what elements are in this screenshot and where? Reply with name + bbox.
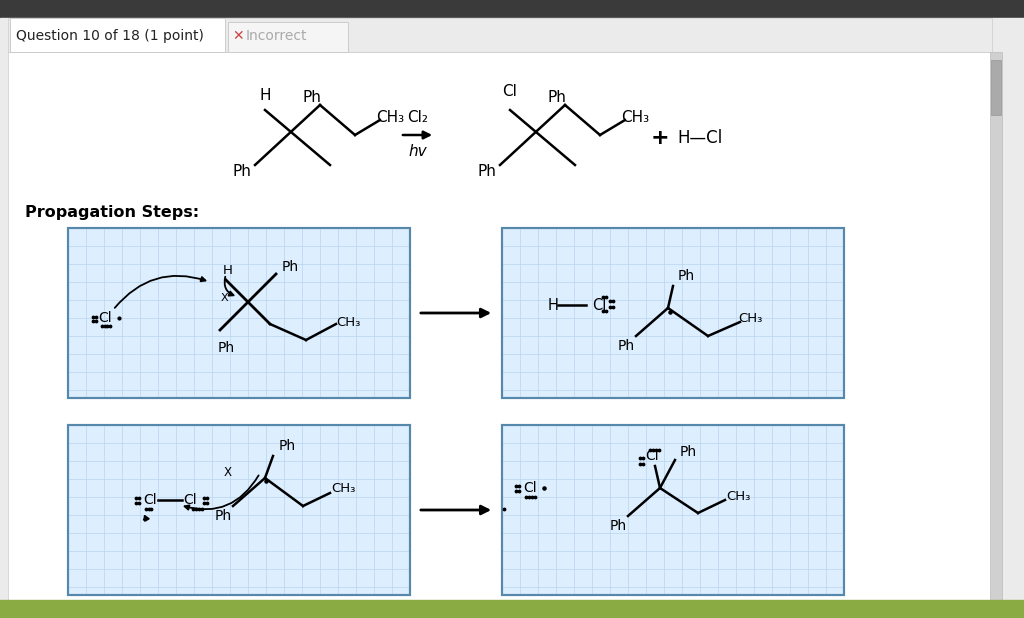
Text: X: X bbox=[220, 293, 227, 303]
Text: Cl₂: Cl₂ bbox=[408, 111, 428, 125]
Text: Cl: Cl bbox=[592, 297, 606, 313]
Bar bbox=[68, 425, 410, 595]
Bar bbox=[502, 425, 844, 595]
Text: Ph: Ph bbox=[548, 90, 566, 104]
Text: ✕: ✕ bbox=[232, 29, 244, 43]
Bar bbox=[68, 228, 410, 398]
Bar bbox=[8, 18, 992, 52]
Text: Propagation Steps:: Propagation Steps: bbox=[25, 205, 199, 219]
Bar bbox=[502, 228, 844, 398]
Text: X: X bbox=[224, 465, 232, 478]
Text: Cl: Cl bbox=[143, 493, 157, 507]
Bar bbox=[502, 425, 844, 595]
Bar bbox=[0, 600, 1024, 618]
Text: Question 10 of 18 (1 point): Question 10 of 18 (1 point) bbox=[16, 29, 204, 43]
Text: Ph: Ph bbox=[217, 341, 234, 355]
Text: hv: hv bbox=[409, 145, 427, 159]
Text: CH₃: CH₃ bbox=[621, 109, 649, 124]
Text: Ph: Ph bbox=[279, 439, 296, 453]
Text: CH₃: CH₃ bbox=[336, 316, 360, 329]
Text: Ph: Ph bbox=[214, 509, 231, 523]
Text: +: + bbox=[650, 128, 670, 148]
Text: CH₃: CH₃ bbox=[331, 481, 355, 494]
Bar bbox=[10, 18, 225, 52]
Text: Ph: Ph bbox=[678, 269, 694, 283]
Text: Cl: Cl bbox=[503, 85, 517, 99]
Text: Cl: Cl bbox=[98, 311, 112, 325]
Text: CH₃: CH₃ bbox=[738, 311, 762, 324]
Bar bbox=[68, 228, 410, 398]
Text: Ph: Ph bbox=[477, 164, 497, 179]
Text: H: H bbox=[259, 88, 270, 103]
Bar bbox=[68, 425, 410, 595]
Bar bbox=[502, 228, 844, 398]
Text: CH₃: CH₃ bbox=[726, 489, 751, 502]
Bar bbox=[228, 22, 348, 52]
Text: H: H bbox=[223, 263, 232, 276]
Text: Cl: Cl bbox=[183, 493, 197, 507]
Text: Cl: Cl bbox=[645, 449, 658, 463]
Text: Ph: Ph bbox=[282, 260, 299, 274]
Bar bbox=[991, 60, 1001, 115]
Text: Ph: Ph bbox=[232, 164, 252, 179]
Text: Incorrect: Incorrect bbox=[246, 29, 307, 43]
Text: H: H bbox=[548, 297, 559, 313]
Text: Ph: Ph bbox=[680, 445, 696, 459]
Text: Ph: Ph bbox=[617, 339, 635, 353]
Bar bbox=[990, 52, 1002, 600]
Text: Cl: Cl bbox=[523, 481, 537, 495]
Bar bbox=[8, 52, 992, 600]
Text: Ph: Ph bbox=[302, 90, 322, 104]
Text: CH₃: CH₃ bbox=[376, 109, 404, 124]
Text: H—Cl: H—Cl bbox=[677, 129, 723, 147]
Text: Ph: Ph bbox=[609, 519, 627, 533]
